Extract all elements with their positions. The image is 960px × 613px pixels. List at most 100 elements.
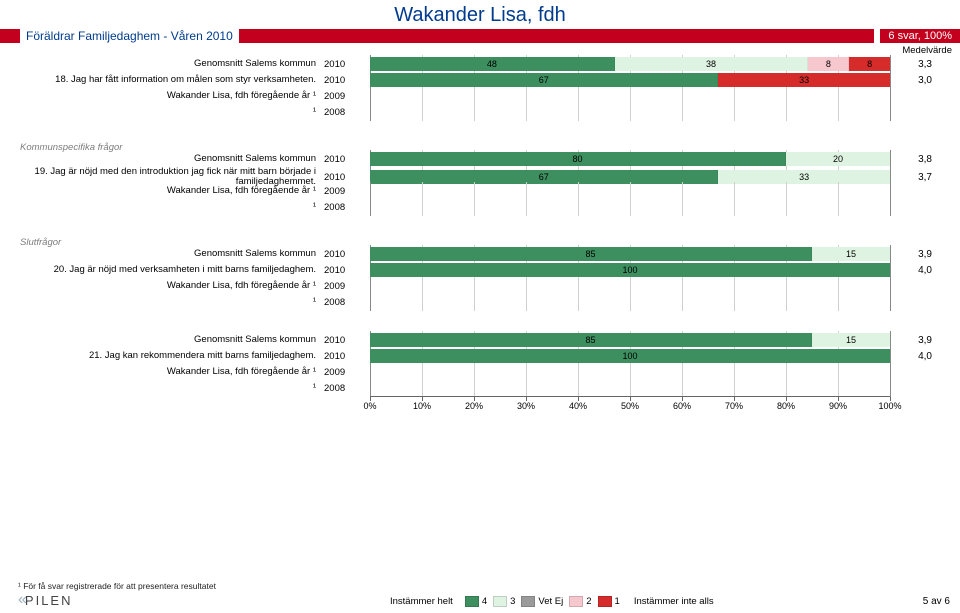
page-title: Wakander Lisa, fdh [0, 0, 960, 29]
axis-tick-label: 30% [517, 401, 535, 411]
row-mean: 3,0 [896, 75, 936, 86]
bar-cell [370, 381, 890, 395]
row-mean: 3,3 [896, 59, 936, 70]
row-year: 2010 [324, 265, 364, 276]
bar-cell [370, 295, 890, 309]
row-year: 2010 [324, 249, 364, 260]
bar-cell [370, 365, 890, 379]
row-label: 21. Jag kan rekommendera mitt barns fami… [18, 351, 318, 361]
row-label: ¹ [18, 107, 318, 117]
legend-value: 3 [510, 596, 515, 607]
row-label: 18. Jag har fått information om målen so… [18, 75, 318, 85]
row-year: 2009 [324, 281, 364, 292]
legend-swatch [521, 596, 535, 607]
bar-segment: 8 [849, 57, 890, 71]
chart-row: Wakander Lisa, fdh föregående år ¹ 2009 [18, 278, 954, 294]
legend-value: Vet Ej [538, 596, 563, 607]
row-year: 2009 [324, 91, 364, 102]
logo-text: PILEN [25, 593, 73, 608]
bar-segment: 8 [808, 57, 849, 71]
bar-segment: 20 [786, 152, 890, 166]
legend-value: 4 [482, 596, 487, 607]
stacked-bar: 100 [370, 349, 890, 363]
bar-segment: 80 [370, 152, 786, 166]
bar-segment: 33 [718, 170, 890, 184]
legend: Instämmer helt43Vet Ej21Instämmer inte a… [390, 596, 722, 607]
chart-row: Genomsnitt Salems kommun 2010 8515 3,9 [18, 246, 954, 262]
bar-cell [370, 89, 890, 103]
bar-segment: 67 [370, 73, 718, 87]
legend-swatch [465, 596, 479, 607]
row-mean: 3,9 [896, 335, 936, 346]
bar-segment: 33 [718, 73, 890, 87]
axis-tick-label: 100% [878, 401, 901, 411]
x-axis: 0%10%20%30%40%50%60%70%80%90%100% [18, 396, 954, 414]
chart-row: 21. Jag kan rekommendera mitt barns fami… [18, 348, 954, 364]
chart-row: ¹2008 [18, 380, 954, 396]
chart-row: 18. Jag har fått information om målen so… [18, 72, 954, 88]
chart-row: Genomsnitt Salems kommun201080203,8 [18, 151, 954, 167]
header-band: Föräldrar Familjedaghem - Våren 2010 6 s… [0, 29, 960, 43]
row-mean: 3,7 [896, 172, 936, 183]
stacked-bar: 100 [370, 263, 890, 277]
survey-label: Föräldrar Familjedaghem - Våren 2010 [26, 29, 233, 43]
stacked-bar: 8515 [370, 333, 890, 347]
row-label: Wakander Lisa, fdh föregående år ¹ [18, 281, 318, 291]
axis-tick-label: 50% [621, 401, 639, 411]
bar-cell: 483888 [370, 57, 890, 71]
response-count: 6 svar, 100% [880, 29, 960, 43]
bar-segment: 15 [812, 247, 890, 261]
row-mean: 3,9 [896, 249, 936, 260]
row-year: 2008 [324, 202, 364, 213]
row-year: 2010 [324, 172, 364, 183]
row-year: 2010 [324, 75, 364, 86]
row-year: 2009 [324, 367, 364, 378]
row-label: Wakander Lisa, fdh föregående år ¹ [18, 367, 318, 377]
row-label: Genomsnitt Salems kommun [18, 154, 318, 164]
row-label: Wakander Lisa, fdh föregående år ¹ [18, 91, 318, 101]
bar-segment: 100 [370, 349, 890, 363]
legend-swatch [569, 596, 583, 607]
axis-tick-label: 0% [363, 401, 376, 411]
bar-cell: 100 [370, 349, 890, 363]
row-label: Genomsnitt Salems kommun [18, 335, 318, 345]
bar-cell: 8515 [370, 333, 890, 347]
legend-label-left: Instämmer helt [390, 596, 453, 607]
chart-row: Wakander Lisa, fdh föregående år ¹ 2009 [18, 364, 954, 380]
row-label: 20. Jag är nöjd med verksamheten i mitt … [18, 265, 318, 275]
mean-column-label: Medelvärde [0, 43, 960, 56]
stacked-bar: 483888 [370, 57, 890, 71]
row-mean: 4,0 [896, 351, 936, 362]
bar-cell [370, 184, 890, 198]
axis-tick-label: 20% [465, 401, 483, 411]
legend-value: 2 [586, 596, 591, 607]
row-label: ¹ [18, 202, 318, 212]
stacked-bar: 8515 [370, 247, 890, 261]
row-year: 2008 [324, 297, 364, 308]
chart-row: Wakander Lisa, fdh föregående år ¹ 2009 [18, 88, 954, 104]
bar-cell [370, 200, 890, 214]
bar-cell [370, 105, 890, 119]
legend-swatch [493, 596, 507, 607]
row-year: 2010 [324, 59, 364, 70]
bar-segment: 100 [370, 263, 890, 277]
chart-row: 20. Jag är nöjd med verksamheten i mitt … [18, 262, 954, 278]
bar-segment: 38 [615, 57, 809, 71]
bar-segment: 85 [370, 247, 812, 261]
band-fill [239, 29, 875, 43]
bar-cell: 8020 [370, 152, 890, 166]
bar-cell: 8515 [370, 247, 890, 261]
axis-tick-label: 80% [777, 401, 795, 411]
bar-cell: 6733 [370, 73, 890, 87]
footnote: ¹ För få svar registrerade för att prese… [18, 581, 216, 591]
chart-row: Genomsnitt Salems kommun201085153,9 [18, 332, 954, 348]
axis-tick-label: 60% [673, 401, 691, 411]
legend-swatch [598, 596, 612, 607]
row-mean: 3,8 [896, 154, 936, 165]
chart-row: Wakander Lisa, fdh föregående år ¹2009 [18, 183, 954, 199]
band-stripe-left [0, 29, 20, 43]
row-year: 2009 [324, 186, 364, 197]
page-number: 5 av 6 [923, 596, 950, 607]
row-label: Genomsnitt Salems kommun [18, 249, 318, 259]
row-label: ¹ [18, 297, 318, 307]
